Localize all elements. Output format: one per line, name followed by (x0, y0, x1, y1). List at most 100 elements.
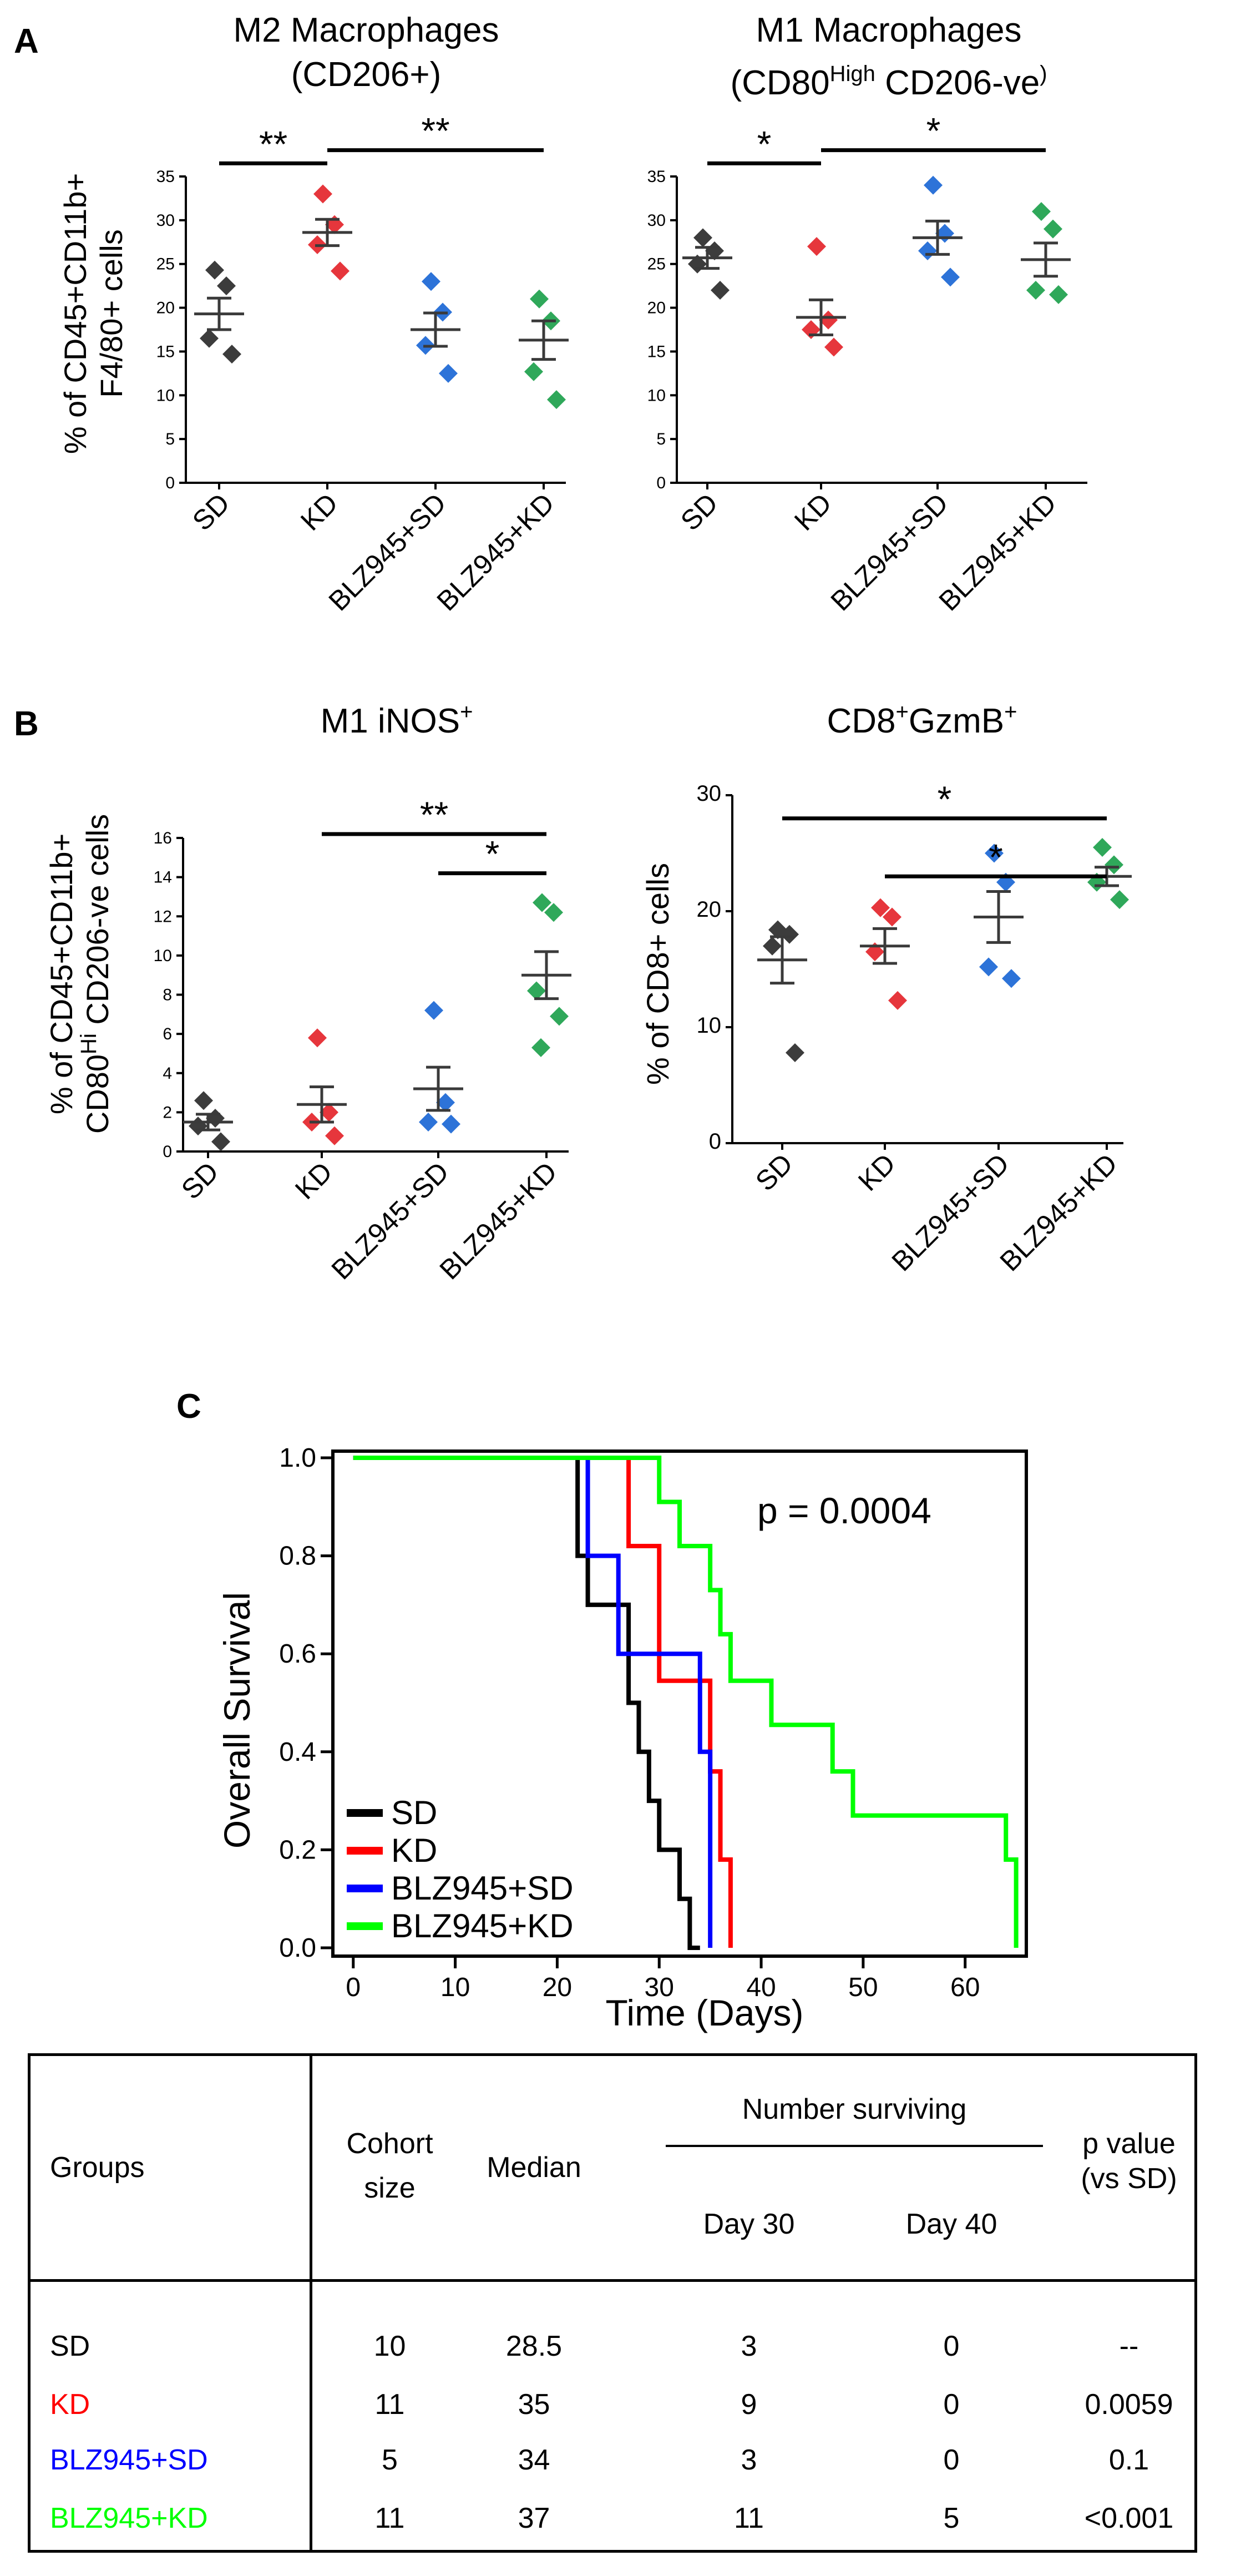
data-point (1002, 969, 1021, 988)
y-tick-label: 20 (697, 897, 722, 922)
y-tick-label: 14 (154, 868, 172, 887)
m1-title-line1: M1 Macrophages (756, 11, 1021, 49)
survival-p-value: p = 0.0004 (757, 1490, 931, 1531)
legend-label: BLZ945+SD (391, 1870, 574, 1907)
y-tick-label: 15 (647, 342, 666, 361)
header-day30: Day 30 (703, 2208, 795, 2240)
y-tick-label: 5 (165, 430, 175, 448)
cell-median: 37 (518, 2502, 550, 2534)
cell-day40: 0 (943, 2444, 960, 2476)
m1-title-line2: (CD80High CD206-ve) (730, 62, 1047, 102)
m2-title-line2: (CD206+) (291, 55, 442, 94)
y-tick-label: 30 (156, 211, 175, 230)
data-point (1049, 285, 1068, 304)
significance-label: * (989, 836, 1003, 877)
y-tick-label: 0.2 (279, 1835, 316, 1865)
x-tick-label: 10 (440, 1973, 470, 2002)
y-tick-label: 0.6 (279, 1639, 316, 1669)
x-tick-label: 0 (346, 1973, 361, 2002)
data-point (819, 310, 838, 330)
y-tick-label: 20 (647, 299, 666, 317)
survival-ylabel: Overall Survival (216, 1592, 257, 1848)
table-divider (666, 2145, 1043, 2147)
m2-title-line1: M2 Macrophages (233, 11, 499, 49)
cell-p: 0.0059 (1085, 2388, 1173, 2421)
data-point (985, 843, 1004, 863)
svg-text:CD80Hi CD206-ve cells: CD80Hi CD206-ve cells (77, 814, 115, 1134)
x-tick-label: 50 (848, 1973, 878, 2002)
survival-table: Groups Cohort size Median Number survivi… (28, 2053, 1197, 2553)
header-pvalue-line2: (vs SD) (1081, 2163, 1177, 2195)
svg-text:% of CD45+CD11b+: % of CD45+CD11b+ (44, 834, 79, 1114)
data-point (533, 893, 551, 912)
cell-p: <0.001 (1084, 2502, 1174, 2534)
y-tick-label: 12 (154, 907, 172, 926)
cell-median: 35 (518, 2388, 550, 2421)
data-point (941, 267, 960, 287)
x-category-label: BLZ945+KD (434, 1156, 563, 1285)
panel-letter-c: C (176, 1387, 201, 1426)
y-tick-label: 0 (163, 1143, 172, 1161)
y-tick-label: 35 (156, 168, 175, 186)
cell-day30: 3 (741, 2330, 757, 2362)
y-tick-label: 30 (647, 211, 666, 230)
panel-a-ylabel: % of CD45+CD11b+ F4/80+ cells (58, 173, 129, 454)
data-point (194, 1091, 213, 1110)
data-point (205, 260, 224, 280)
cell-day30: 11 (734, 2502, 764, 2534)
y-tick-label: 0.8 (279, 1542, 316, 1571)
svg-text:Overall Survival: Overall Survival (216, 1592, 257, 1848)
x-category-label: KD (289, 1156, 338, 1205)
data-point (1093, 838, 1112, 857)
data-point (211, 1132, 230, 1151)
x-category-label: KD (788, 487, 838, 537)
cell-day40: 5 (943, 2502, 960, 2534)
data-point (530, 289, 549, 309)
data-point (924, 175, 943, 195)
data-point (550, 1007, 569, 1026)
data-point (888, 991, 907, 1010)
svg-text:% of CD8+ cells: % of CD8+ cells (640, 863, 675, 1085)
survival-curve-plot: 0 10 20 30 40 50 600.00.20.40.60.81.0SDKDBLZ94… (279, 1443, 1028, 2002)
survival-line-blz945-sd (353, 1456, 713, 1948)
data-point (436, 1093, 455, 1112)
x-category-label: BLZ945+SD (323, 487, 452, 617)
y-tick-label: 25 (156, 255, 175, 274)
y-tick-label: 15 (156, 342, 175, 361)
header-cohort-line1: Cohort (346, 2128, 433, 2160)
panel-letter-b: B (14, 705, 39, 743)
cell-day30: 9 (741, 2388, 757, 2421)
x-tick-label: 60 (950, 1973, 980, 2002)
cell-p: -- (1119, 2330, 1139, 2362)
data-point (1026, 281, 1045, 300)
data-point (442, 1114, 460, 1134)
significance-label: * (485, 834, 500, 875)
data-point (824, 337, 843, 357)
data-point (807, 237, 826, 256)
cell-p: 0.1 (1108, 2444, 1149, 2476)
legend-label: BLZ945+KD (391, 1907, 574, 1944)
survival-xlabel: Time (Days) (606, 1992, 804, 2033)
data-point (419, 1113, 438, 1132)
y-tick-label: 0 (656, 474, 666, 492)
x-category-label: BLZ945+SD (326, 1156, 455, 1285)
data-point (189, 1117, 207, 1136)
significance-label: ** (259, 123, 287, 164)
table-divider (31, 2279, 1194, 2282)
legend-label: KD (391, 1832, 437, 1869)
data-point (1110, 890, 1129, 910)
cell-day40: 0 (943, 2388, 960, 2421)
cell-cohort: 11 (374, 2502, 405, 2534)
group-name: KD (50, 2388, 90, 2421)
cell-median: 28.5 (505, 2330, 563, 2362)
data-point (1044, 219, 1062, 239)
svg-text:% of CD45+CD11b+: % of CD45+CD11b+ (58, 173, 93, 454)
data-point (217, 276, 236, 296)
x-category-label: KD (852, 1148, 901, 1197)
header-median: Median (487, 2151, 581, 2184)
y-tick-label: 0 (709, 1129, 721, 1154)
panel-letter-a: A (14, 22, 39, 60)
